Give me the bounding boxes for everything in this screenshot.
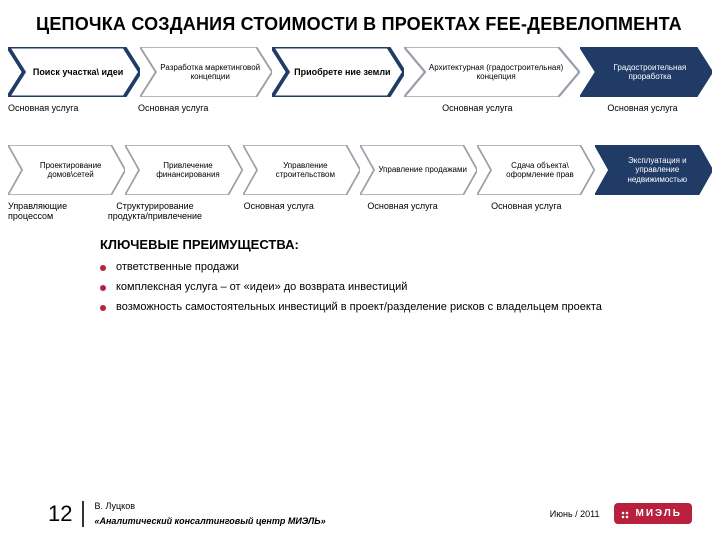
page-title: ЦЕПОЧКА СОЗДАНИЯ СТОИМОСТИ В ПРОЕКТАХ FE… [0, 0, 720, 43]
chain-step: Управление строительством [243, 145, 360, 195]
advantages-title: КЛЮЧЕВЫЕ ПРЕИМУЩЕСТВА: [100, 237, 720, 252]
chain-step-sublabel: Структурирование продукта/привлечение [93, 199, 217, 223]
chain-row-1: Поиск участка\ идеи Разработка маркетинг… [0, 43, 720, 97]
chain-step: Разработка маркетинговой концепции [140, 47, 272, 97]
chain-step-label: Сдача объекта\ оформление прав [493, 161, 586, 179]
footer-company: «Аналитический консалтинговый центр МИЭЛ… [94, 514, 325, 528]
chain-step: Архитектурная (градостроительная) концеп… [404, 47, 579, 97]
chain-step-label: Градостроительная проработка [596, 63, 704, 81]
chain-step: Сдача объекта\ оформление прав [477, 145, 594, 195]
chain-step-label: Приобрете ние земли [294, 67, 390, 77]
chain-step-label: Привлечение финансирования [141, 161, 234, 179]
chain-step-label: Эксплуатация и управление недвижимостью [611, 156, 704, 184]
labels-row-1: Основная услугаОсновная услугаОсновная у… [0, 97, 720, 115]
chain-step-label: Управление строительством [259, 161, 352, 179]
chain-step-sublabel [588, 199, 712, 223]
chain-step: Привлечение финансирования [125, 145, 242, 195]
chain-step-sublabel [243, 101, 382, 115]
chain-row-2: Проектирование домов\сетей Привлечение ф… [0, 141, 720, 195]
chain-step-sublabel: Основная услуга [104, 101, 243, 115]
advantages-block: КЛЮЧЕВЫЕ ПРЕИМУЩЕСТВА: ответственные про… [0, 237, 720, 317]
chain-step-sublabel: Основная услуга [573, 101, 712, 115]
logo: МИЭЛЬ [614, 503, 692, 524]
chain-step-label: Архитектурная (градостроительная) концеп… [420, 63, 571, 81]
chain-step-sublabel: Основная услуга [217, 199, 341, 223]
chain-step: Поиск участка\ идеи [8, 47, 140, 97]
chain-step-label: Поиск участка\ идеи [33, 67, 123, 77]
chain-step: Эксплуатация и управление недвижимостью [595, 145, 712, 195]
advantage-item: ответственные продажи [100, 258, 720, 278]
chain-step-sublabel: Основная услуга [341, 199, 465, 223]
chain-step: Градостроительная проработка [580, 47, 712, 97]
footer: 12 В. Луцков «Аналитический консалтингов… [0, 499, 720, 528]
chain-step-label: Управление продажами [378, 165, 467, 174]
footer-author: В. Луцков [94, 499, 325, 513]
footer-date: Июнь / 2011 [550, 509, 614, 519]
chain-step: Приобрете ние земли [272, 47, 404, 97]
chain-step-label: Разработка маркетинговой концепции [156, 63, 264, 81]
advantage-item: комплексная услуга – от «идеи» до возвра… [100, 278, 720, 298]
chain-step-sublabel: Управляющие процессом [8, 199, 93, 223]
page-number: 12 [48, 501, 84, 527]
chain-step-label: Проектирование домов\сетей [24, 161, 117, 179]
chain-step-sublabel: Основная услуга [8, 101, 104, 115]
chain-step-sublabel: Основная услуга [382, 101, 573, 115]
chain-step: Управление продажами [360, 145, 477, 195]
labels-row-2: Управляющие процессомСтруктурирование пр… [0, 195, 720, 223]
advantage-item: возможность самостоятельных инвестиций в… [100, 298, 720, 318]
chain-step-sublabel: Основная услуга [464, 199, 588, 223]
chain-step: Проектирование домов\сетей [8, 145, 125, 195]
